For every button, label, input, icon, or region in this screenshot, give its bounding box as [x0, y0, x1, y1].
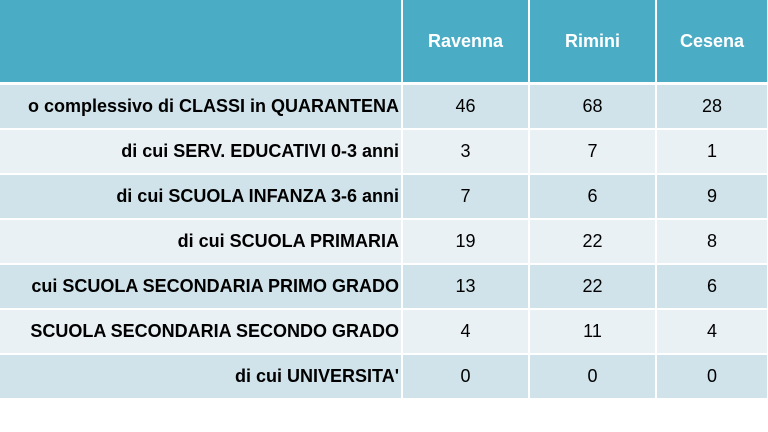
table-header-row: Ravenna Rimini Cesena — [0, 0, 768, 85]
row-label: di cui SERV. EDUCATIVI 0-3 anni — [0, 129, 403, 175]
cell-cesena: 0 — [656, 354, 768, 400]
quarantine-table: Ravenna Rimini Cesena o complessivo di C… — [0, 0, 768, 400]
row-label: di cui SCUOLA PRIMARIA — [0, 219, 403, 265]
cell-ravenna: 0 — [402, 354, 530, 400]
cell-cesena: 1 — [656, 129, 768, 175]
header-cell-ravenna: Ravenna — [402, 0, 530, 85]
cell-rimini: 6 — [529, 174, 657, 220]
row-label-text: di cui SERV. EDUCATIVI 0-3 anni — [121, 141, 399, 161]
header-cell-cesena: Cesena — [656, 0, 768, 85]
cell-ravenna: 19 — [402, 219, 530, 265]
cell-rimini: 11 — [529, 309, 657, 355]
cell-cesena: 8 — [656, 219, 768, 265]
table-row: SCUOLA SECONDARIA SECONDO GRADO 4 11 4 — [0, 309, 768, 355]
cell-rimini: 22 — [529, 219, 657, 265]
row-label-text: SCUOLA SECONDARIA SECONDO GRADO — [30, 321, 399, 341]
cell-cesena: 4 — [656, 309, 768, 355]
cell-ravenna: 4 — [402, 309, 530, 355]
table-row: di cui SCUOLA INFANZA 3-6 anni 7 6 9 — [0, 174, 768, 220]
row-label: o complessivo di CLASSI in QUARANTENA — [0, 83, 403, 130]
cell-cesena: 28 — [656, 83, 768, 130]
row-label: di cui UNIVERSITA' — [0, 354, 403, 400]
cell-rimini: 7 — [529, 129, 657, 175]
cell-ravenna: 13 — [402, 264, 530, 310]
row-label-text: di cui UNIVERSITA' — [235, 366, 399, 386]
cell-ravenna: 3 — [402, 129, 530, 175]
cell-ravenna: 46 — [402, 83, 530, 130]
row-label: cui SCUOLA SECONDARIA PRIMO GRADO — [0, 264, 403, 310]
cell-cesena: 9 — [656, 174, 768, 220]
cell-cesena: 6 — [656, 264, 768, 310]
cell-rimini: 68 — [529, 83, 657, 130]
row-label-text: o complessivo di CLASSI in QUARANTENA — [27, 96, 399, 116]
header-cell-rimini: Rimini — [529, 0, 657, 85]
table-row: cui SCUOLA SECONDARIA PRIMO GRADO 13 22 … — [0, 264, 768, 310]
row-label-text: di cui SCUOLA INFANZA 3-6 anni — [116, 186, 399, 206]
table-row: di cui SERV. EDUCATIVI 0-3 anni 3 7 1 — [0, 129, 768, 175]
row-label: SCUOLA SECONDARIA SECONDO GRADO — [0, 309, 403, 355]
table-row: di cui SCUOLA PRIMARIA 19 22 8 — [0, 219, 768, 265]
cell-rimini: 22 — [529, 264, 657, 310]
row-label: di cui SCUOLA INFANZA 3-6 anni — [0, 174, 403, 220]
table-row: o complessivo di CLASSI in QUARANTENA 46… — [0, 83, 768, 130]
header-cell-label — [0, 0, 403, 85]
row-label-text: di cui SCUOLA PRIMARIA — [177, 231, 399, 251]
row-label-text: cui SCUOLA SECONDARIA PRIMO GRADO — [31, 276, 399, 296]
cell-ravenna: 7 — [402, 174, 530, 220]
table-row: di cui UNIVERSITA' 0 0 0 — [0, 354, 768, 400]
cell-rimini: 0 — [529, 354, 657, 400]
